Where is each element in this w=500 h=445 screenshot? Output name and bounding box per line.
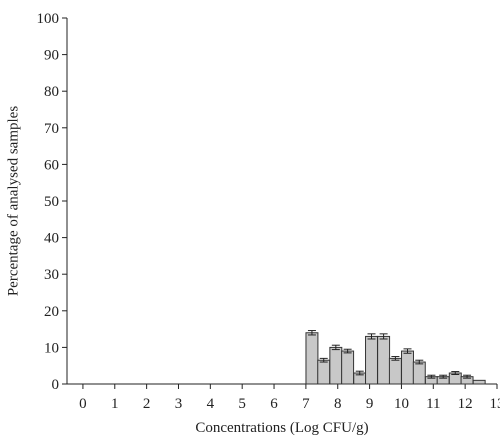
y-tick-label: 0 (52, 377, 60, 393)
x-tick-label: 8 (334, 396, 342, 412)
y-tick-label: 60 (44, 157, 59, 173)
x-tick-label: 4 (207, 396, 215, 412)
x-tick-label: 7 (302, 396, 310, 412)
y-axis-title: Percentage of analysed samples (5, 106, 21, 297)
y-tick-label: 40 (44, 231, 59, 247)
y-tick-label: 30 (44, 267, 59, 283)
y-tick-label: 10 (44, 340, 59, 356)
histogram-bar (473, 380, 485, 384)
x-tick-label: 0 (79, 396, 87, 412)
histogram-bar (413, 362, 425, 384)
x-tick-label: 6 (270, 396, 278, 412)
y-tick-label: 90 (44, 48, 59, 64)
histogram-bar (342, 351, 354, 384)
x-tick-label: 10 (394, 396, 409, 412)
y-tick-label: 20 (44, 304, 59, 320)
histogram-bar (330, 347, 342, 384)
histogram-bar (306, 333, 318, 384)
x-tick-label: 3 (175, 396, 183, 412)
x-tick-label: 1 (111, 396, 119, 412)
x-ticks: 012345678910111213 (79, 384, 500, 412)
x-tick-label: 12 (458, 396, 473, 412)
histogram-bar (378, 336, 390, 384)
x-axis-title: Concentrations (Log CFU/g) (195, 420, 368, 436)
x-tick-label: 5 (238, 396, 246, 412)
x-tick-label: 11 (426, 396, 440, 412)
y-tick-label: 80 (44, 84, 59, 100)
histogram-bar (402, 351, 414, 384)
y-tick-label: 50 (44, 194, 59, 210)
y-tick-label: 100 (37, 11, 60, 27)
x-tick-label: 13 (490, 396, 500, 412)
x-tick-label: 9 (366, 396, 374, 412)
y-ticks: 0 10 20 30 40 50 60 70 80 90 100 (37, 11, 68, 393)
histogram-bar (389, 358, 401, 384)
y-tick-label: 70 (44, 121, 59, 137)
histogram-bar (318, 360, 330, 384)
x-tick-label: 2 (143, 396, 151, 412)
histogram-bar (366, 336, 378, 384)
